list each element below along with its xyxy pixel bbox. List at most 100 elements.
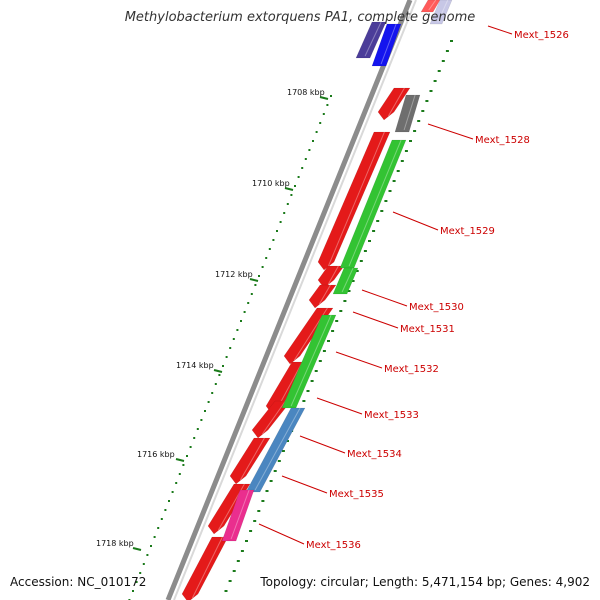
tick-dot bbox=[196, 428, 199, 430]
gene-label[interactable]: Mext_1530 bbox=[409, 302, 464, 313]
tick-dot bbox=[153, 536, 156, 538]
tick-dot bbox=[315, 131, 318, 133]
gene-block bbox=[355, 21, 387, 59]
tick-dot-inner bbox=[421, 110, 425, 112]
tick-dot bbox=[276, 230, 278, 232]
gene-label[interactable]: Mext_1534 bbox=[347, 449, 402, 460]
gene-label[interactable]: Mext_1533 bbox=[364, 410, 419, 421]
tick-dot bbox=[261, 266, 264, 268]
gene-blue bbox=[245, 407, 306, 493]
tick-dot-inner bbox=[409, 140, 412, 142]
tick-dot-inner bbox=[240, 550, 244, 552]
tick-dot-inner bbox=[355, 270, 359, 272]
tick-dot-inner bbox=[273, 470, 277, 472]
tick-dot-inner bbox=[384, 200, 388, 202]
tick-dot-inner bbox=[236, 560, 240, 562]
accession-text: Accession: NC_010172 bbox=[10, 575, 147, 589]
tick-dot-inner bbox=[318, 360, 322, 362]
tick-dot bbox=[150, 545, 152, 547]
tick-dot-inner bbox=[392, 180, 396, 182]
tick-dot bbox=[193, 437, 196, 439]
tick-dot bbox=[265, 257, 268, 259]
tick-dot bbox=[272, 239, 275, 241]
tick-dot bbox=[200, 419, 203, 421]
tick-dot bbox=[250, 293, 253, 295]
tick-dot-inner bbox=[441, 60, 445, 62]
gene-leader-line bbox=[281, 475, 328, 494]
tick-dot-inner bbox=[404, 150, 408, 152]
gene-block-shine bbox=[380, 23, 397, 65]
tick-dot bbox=[222, 365, 224, 367]
gene-label[interactable]: Mext_1536 bbox=[306, 540, 361, 551]
gene-block-shine bbox=[428, 0, 437, 11]
gene-green-shine bbox=[341, 267, 354, 293]
gene-leader-line bbox=[335, 351, 383, 369]
tick-dot-inner bbox=[445, 50, 449, 52]
tick-dot bbox=[232, 338, 235, 340]
tick-mark bbox=[175, 458, 185, 462]
tick-dot bbox=[157, 527, 160, 529]
gene-green-shine bbox=[290, 314, 332, 407]
gene-label[interactable]: Mext_1528 bbox=[475, 135, 530, 146]
tick-dot bbox=[330, 95, 332, 97]
tick-dot bbox=[164, 509, 167, 511]
tick-dot-inner bbox=[228, 580, 232, 582]
tick-dot-inner bbox=[400, 160, 404, 162]
gene-block bbox=[371, 23, 402, 67]
gene-block-shine bbox=[364, 21, 382, 57]
tick-dot-inner bbox=[450, 40, 453, 42]
gene-block bbox=[420, 0, 441, 13]
gene-leader-line bbox=[316, 397, 363, 415]
gene-red bbox=[229, 437, 271, 485]
tick-mark bbox=[284, 187, 294, 191]
tick-dot bbox=[290, 194, 293, 196]
tick-dot bbox=[308, 149, 311, 151]
tick-mark bbox=[132, 547, 142, 551]
tick-dot-inner bbox=[269, 480, 273, 482]
tick-dot bbox=[218, 374, 221, 376]
tick-dot bbox=[214, 383, 217, 385]
tick-dot-inner bbox=[322, 350, 326, 352]
gene-label[interactable]: Mext_1526 bbox=[514, 30, 569, 41]
tick-dot bbox=[319, 122, 322, 124]
tick-label: 1712 kbp bbox=[215, 270, 253, 279]
tick-label: 1718 kbp bbox=[96, 539, 134, 548]
tick-dot-inner bbox=[417, 120, 421, 122]
gene-label[interactable]: Mext_1531 bbox=[400, 324, 455, 335]
gene-red-shine bbox=[327, 131, 385, 267]
tick-label: 1708 kbp bbox=[287, 88, 325, 97]
tick-dot-inner bbox=[372, 230, 376, 232]
tick-dot bbox=[160, 518, 163, 520]
tick-dot bbox=[301, 167, 304, 169]
tick-dot-inner bbox=[281, 450, 285, 452]
tick-dot bbox=[297, 176, 300, 178]
gene-red-shine bbox=[318, 284, 331, 305]
tick-dot bbox=[186, 455, 188, 457]
tick-dot-inner bbox=[388, 190, 392, 192]
tick-dot bbox=[146, 554, 149, 556]
tick-dot-inner bbox=[437, 70, 441, 72]
backbone-line bbox=[165, 0, 413, 600]
tick-dot bbox=[247, 302, 250, 304]
gene-grey bbox=[394, 94, 421, 133]
tick-label: 1716 kbp bbox=[137, 450, 175, 459]
label-layer: 1708 kbp 1710 kbp 1712 kbp 1714 kbp 1716 kbp… bbox=[96, 25, 569, 551]
tick-dot bbox=[178, 473, 181, 475]
gene-red-shine bbox=[387, 87, 405, 117]
gene-label[interactable]: Mext_1532 bbox=[384, 364, 439, 375]
gene-label[interactable]: Mext_1529 bbox=[440, 226, 495, 237]
gene-block bbox=[429, 0, 453, 25]
tick-dot-inner bbox=[429, 90, 433, 92]
tick-dot bbox=[229, 347, 232, 349]
tick-dot-inner bbox=[351, 280, 355, 282]
tick-dot-inner bbox=[376, 220, 380, 222]
gene-magenta-shine bbox=[230, 489, 250, 540]
gene-label[interactable]: Mext_1535 bbox=[329, 489, 384, 500]
tick-dot bbox=[142, 563, 145, 565]
tick-dot-inner bbox=[380, 210, 384, 212]
tick-dot bbox=[182, 464, 185, 466]
tick-dot bbox=[243, 311, 246, 313]
tick-dot-inner bbox=[339, 310, 343, 312]
tick-dot-inner bbox=[343, 300, 347, 302]
